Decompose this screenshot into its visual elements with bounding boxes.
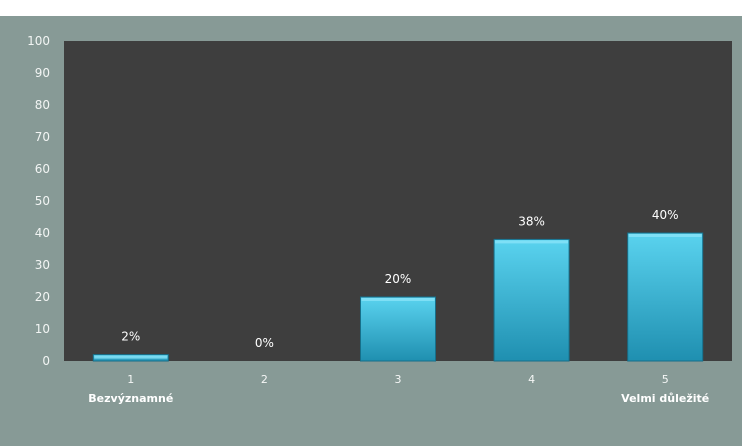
- data-label: 2%: [121, 330, 140, 344]
- bars: [92, 232, 704, 362]
- bar-highlight: [361, 298, 435, 301]
- data-label: 20%: [385, 272, 412, 286]
- y-tick-label: 20: [35, 290, 50, 304]
- category-sublabel: Velmi důležité: [621, 392, 709, 405]
- y-tick-label: 30: [35, 258, 50, 272]
- y-tick-label: 40: [35, 226, 50, 240]
- y-tick-label: 70: [35, 130, 50, 144]
- x-tick-label: 4: [528, 373, 535, 386]
- x-tick-label: 5: [662, 373, 669, 386]
- y-tick-label: 50: [35, 194, 50, 208]
- y-tick-label: 100: [27, 34, 50, 48]
- y-tick-label: 10: [35, 322, 50, 336]
- bar-highlight: [628, 234, 702, 237]
- chart-area: 0 10 20 30 40 50 60 70 80 90 100 2% 0% 20% 38% 40% 1 2 3…: [0, 16, 742, 446]
- data-label: 40%: [652, 208, 679, 222]
- x-tick-label: 1: [127, 373, 134, 386]
- bar-3: [360, 296, 436, 362]
- bar-chart: 0 10 20 30 40 50 60 70 80 90 100 2% 0% 20% 38% 40% 1 2 3…: [27, 34, 732, 405]
- category-sublabel: Bezvýznamné: [88, 392, 173, 405]
- y-tick-label: 60: [35, 162, 50, 176]
- bar-4: [493, 238, 570, 362]
- y-tick-label: 80: [35, 98, 50, 112]
- y-tick-label: 0: [42, 354, 50, 368]
- data-label: 0%: [255, 336, 274, 350]
- y-axis: 0 10 20 30 40 50 60 70 80 90 100: [27, 34, 50, 368]
- bar-highlight: [495, 240, 569, 244]
- x-tick-label: 3: [395, 373, 402, 386]
- category-sublabels: Bezvýznamné Velmi důležité: [88, 392, 709, 405]
- x-tick-label: 2: [261, 373, 268, 386]
- bar-5: [627, 232, 704, 362]
- bar-highlight: [94, 355, 168, 359]
- data-label: 38%: [518, 214, 545, 228]
- y-tick-label: 90: [35, 66, 50, 80]
- data-labels: 2% 0% 20% 38% 40%: [121, 208, 678, 350]
- x-axis: 1 2 3 4 5: [127, 373, 668, 386]
